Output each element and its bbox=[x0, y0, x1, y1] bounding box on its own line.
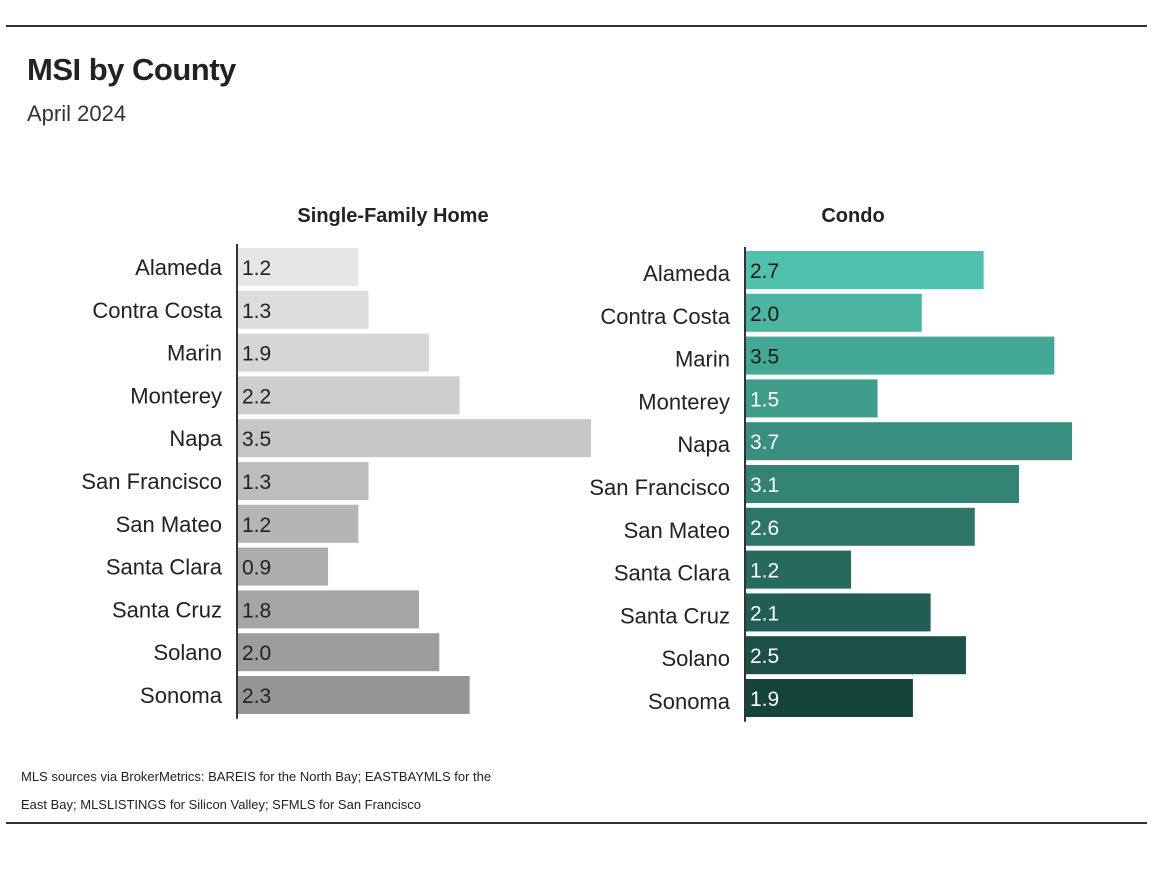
condo-bar-santa-clara bbox=[745, 550, 852, 589]
condo-bar-santa-cruz bbox=[745, 593, 931, 632]
condo-category-label: Santa Clara bbox=[614, 561, 731, 586]
condo-category-label: Solano bbox=[661, 646, 730, 671]
sfh-value-label: 1.3 bbox=[242, 471, 271, 494]
condo-value-label: 1.2 bbox=[750, 560, 779, 583]
sfh-category-label: Alameda bbox=[135, 255, 223, 280]
condo-panel-title: Condo bbox=[821, 205, 884, 227]
sfh-bar-santa-clara bbox=[237, 547, 329, 586]
sfh-bar-sonoma bbox=[237, 676, 470, 714]
sfh-value-label: 3.5 bbox=[242, 428, 271, 451]
sfh-value-label: 2.3 bbox=[242, 685, 271, 708]
sfh-bar-marin bbox=[237, 333, 430, 372]
sfh-category-label: Contra Costa bbox=[92, 298, 222, 323]
condo-category-label: Alameda bbox=[643, 261, 731, 286]
condo-value-label: 2.7 bbox=[750, 260, 779, 283]
condo-category-label: Marin bbox=[675, 347, 730, 372]
sfh-panel-title: Single-Family Home bbox=[297, 205, 488, 227]
sfh-category-label: Santa Cruz bbox=[112, 597, 222, 622]
chart-title: MSI by County bbox=[27, 52, 236, 87]
condo-category-label: Contra Costa bbox=[600, 304, 730, 329]
sfh-bar-alameda bbox=[237, 248, 359, 286]
chart-subtitle: April 2024 bbox=[27, 101, 127, 126]
bottom-rule bbox=[6, 822, 1147, 824]
condo-value-label: 3.1 bbox=[750, 474, 779, 497]
condo-value-label: 3.5 bbox=[750, 346, 779, 369]
condo-bar-napa bbox=[745, 422, 1072, 461]
condo-value-label: 2.1 bbox=[750, 602, 779, 625]
condo-bar-monterey bbox=[745, 379, 878, 418]
sfh-category-label: Sonoma bbox=[140, 683, 223, 708]
top-rule bbox=[6, 25, 1147, 27]
condo-category-label: San Francisco bbox=[589, 475, 730, 500]
sfh-bar-santa-cruz bbox=[237, 590, 420, 629]
condo-value-label: 2.6 bbox=[750, 517, 779, 540]
condo-bar-marin bbox=[745, 336, 1055, 375]
condo-value-label: 3.7 bbox=[750, 431, 779, 454]
sfh-bar-contra-costa bbox=[237, 290, 369, 329]
sfh-value-label: 1.2 bbox=[242, 257, 271, 280]
sfh-bar-san-francisco bbox=[237, 462, 369, 500]
condo-bar-san-francisco bbox=[745, 465, 1019, 503]
condo-value-label: 1.5 bbox=[750, 388, 779, 411]
sfh-bar-monterey bbox=[237, 376, 460, 415]
condo-value-label: 2.5 bbox=[750, 645, 779, 668]
condo-bar-alameda bbox=[745, 251, 984, 289]
condo-category-label: Napa bbox=[677, 432, 730, 457]
condo-value-label: 1.9 bbox=[750, 688, 779, 711]
sfh-value-label: 1.9 bbox=[242, 343, 271, 366]
sfh-value-label: 0.9 bbox=[242, 557, 271, 580]
sfh-bar-san-mateo bbox=[237, 504, 359, 543]
sfh-value-label: 2.0 bbox=[242, 642, 271, 665]
condo-category-label: Monterey bbox=[638, 389, 730, 414]
sfh-bar-napa bbox=[237, 419, 591, 458]
condo-category-label: San Mateo bbox=[624, 518, 730, 543]
sfh-value-label: 1.2 bbox=[242, 514, 271, 537]
sfh-category-label: Santa Clara bbox=[106, 555, 223, 580]
source-note: MLS sources via BrokerMetrics: BAREIS fo… bbox=[21, 769, 492, 812]
condo-bar-contra-costa bbox=[745, 293, 922, 332]
sfh-value-label: 1.8 bbox=[242, 599, 271, 622]
condo-bar-sonoma bbox=[745, 679, 913, 717]
sfh-category-label: Solano bbox=[153, 640, 222, 665]
condo-value-label: 2.0 bbox=[750, 303, 779, 326]
sfh-category-label: Marin bbox=[167, 341, 222, 366]
condo-category-label: Sonoma bbox=[648, 689, 731, 714]
condo-bar-solano bbox=[745, 636, 966, 675]
sfh-value-label: 1.3 bbox=[242, 300, 271, 323]
sfh-category-label: San Mateo bbox=[116, 512, 222, 537]
sfh-category-label: Napa bbox=[169, 426, 222, 451]
condo-category-label: Santa Cruz bbox=[620, 603, 730, 628]
condo-bar-san-mateo bbox=[745, 507, 975, 546]
sfh-category-label: San Francisco bbox=[81, 469, 222, 494]
sfh-value-label: 2.2 bbox=[242, 385, 271, 408]
sfh-bar-solano bbox=[237, 633, 440, 672]
sfh-category-label: Monterey bbox=[130, 383, 222, 408]
